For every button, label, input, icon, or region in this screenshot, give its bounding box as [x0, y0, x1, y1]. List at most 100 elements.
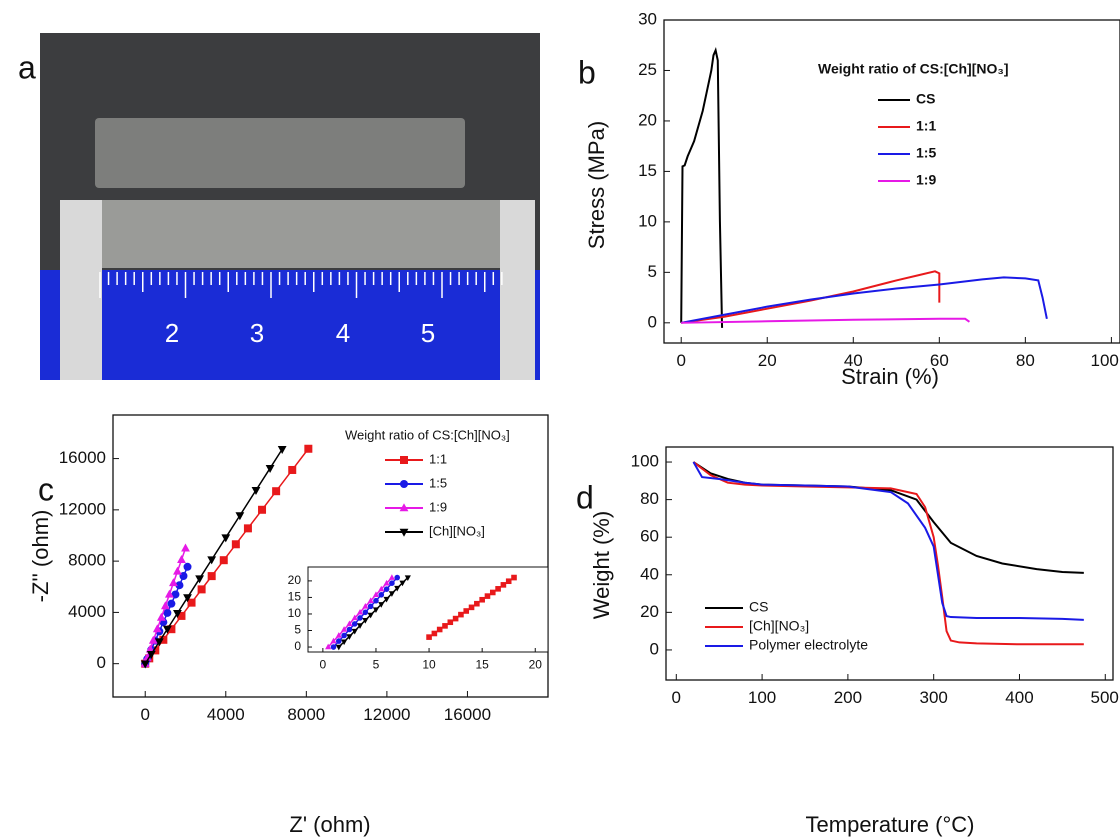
marker	[362, 602, 369, 609]
marker	[447, 619, 454, 626]
marker	[356, 623, 364, 629]
x-tick-label: 500	[1091, 688, 1119, 707]
photo: 2 3 4 5 a	[18, 33, 540, 380]
series-line	[692, 461, 1084, 574]
marker	[400, 480, 408, 488]
plot-area	[680, 46, 1048, 328]
marker	[362, 609, 369, 616]
marker	[169, 578, 178, 587]
marker	[505, 578, 512, 585]
marker	[351, 621, 358, 627]
y-tick-label: 10	[288, 606, 302, 620]
x-axis-label: Temperature (°C)	[806, 812, 975, 837]
marker	[171, 590, 180, 599]
marker	[378, 585, 385, 592]
x-axis-label: Strain (%)	[841, 364, 939, 389]
marker	[362, 618, 369, 624]
y-tick-label: 40	[640, 564, 659, 583]
marker	[183, 562, 192, 571]
ruler-label: 4	[336, 318, 350, 348]
plot-area	[140, 444, 313, 669]
marker	[341, 639, 348, 646]
plot-frame	[307, 566, 549, 653]
marker	[367, 597, 374, 603]
marker	[383, 579, 390, 586]
y-tick-label: 12000	[59, 499, 106, 518]
x-tick-label: 200	[834, 688, 862, 707]
clip-right	[500, 200, 535, 380]
marker	[356, 608, 364, 615]
ruler-label: 5	[421, 318, 435, 348]
y-tick-label: 0	[650, 639, 659, 658]
marker	[399, 503, 409, 512]
marker	[383, 596, 390, 603]
marker	[152, 624, 162, 633]
legend-label: Polymer electrolyte	[749, 637, 868, 653]
ruler-label: 3	[250, 318, 264, 348]
marker	[335, 644, 342, 651]
marker	[177, 555, 186, 564]
legend-label: 1:5	[916, 145, 936, 161]
marker	[346, 620, 353, 627]
x-tick-label: 400	[1005, 688, 1033, 707]
marker	[207, 572, 216, 581]
y-tick-label: 30	[638, 9, 657, 28]
x-tick-label: 0	[320, 657, 327, 671]
y-axis-label: Stress (MPa)	[584, 121, 609, 249]
x-tick-label: 8000	[287, 705, 325, 724]
y-tick-label: 8000	[68, 551, 106, 570]
marker	[436, 626, 443, 633]
marker	[154, 638, 164, 647]
marker	[335, 638, 342, 644]
marker	[474, 600, 480, 607]
series-line	[681, 270, 941, 324]
legend-label: CS	[916, 91, 935, 107]
plot-frame	[112, 414, 549, 698]
marker	[399, 580, 406, 587]
marker	[378, 591, 385, 598]
marker	[452, 615, 459, 622]
legend-label: 1:1	[916, 118, 936, 134]
plot-frame	[663, 19, 1120, 344]
marker	[207, 556, 217, 565]
y-axis-label: -Z'' (ohm)	[28, 510, 53, 603]
marker	[156, 612, 166, 621]
y-tick-label: 5	[294, 623, 301, 637]
x-tick-label: 80	[1016, 351, 1035, 370]
series-line	[681, 276, 1048, 324]
marker	[346, 626, 353, 633]
y-tick-label: 0	[97, 653, 106, 672]
plot-area	[325, 574, 517, 651]
inset-chart: 0 5 10 15 20 0 5 10 15 20	[288, 566, 549, 671]
marker	[346, 634, 353, 640]
x-tick-label: 100	[1091, 351, 1119, 370]
ruler	[40, 270, 540, 380]
marker	[181, 543, 190, 552]
marker	[148, 635, 158, 644]
x-tick-label: 40	[844, 351, 863, 370]
y-tick-label: 25	[638, 60, 657, 79]
marker	[277, 446, 287, 455]
marker	[351, 614, 358, 621]
marker	[142, 653, 152, 662]
x-tick-label: 12000	[363, 705, 410, 724]
panel-label: b	[578, 54, 596, 90]
marker	[388, 591, 395, 597]
legend-title: Weight ratio of CS:[Ch][NO₃]	[818, 61, 1009, 77]
marker	[164, 589, 174, 598]
marker	[167, 599, 176, 608]
marker	[330, 637, 337, 644]
legend-label: [Ch][NO₃]	[749, 618, 809, 634]
marker	[235, 512, 245, 521]
y-tick-label: 10	[638, 211, 657, 230]
marker	[458, 611, 464, 618]
film-strip	[95, 118, 465, 188]
legend-label: 1:9	[916, 172, 936, 188]
marker	[431, 630, 438, 637]
panel-label: a	[18, 49, 36, 85]
ruler-ticks	[99, 272, 503, 298]
x-tick-label: 0	[672, 688, 681, 707]
marker	[197, 585, 206, 594]
